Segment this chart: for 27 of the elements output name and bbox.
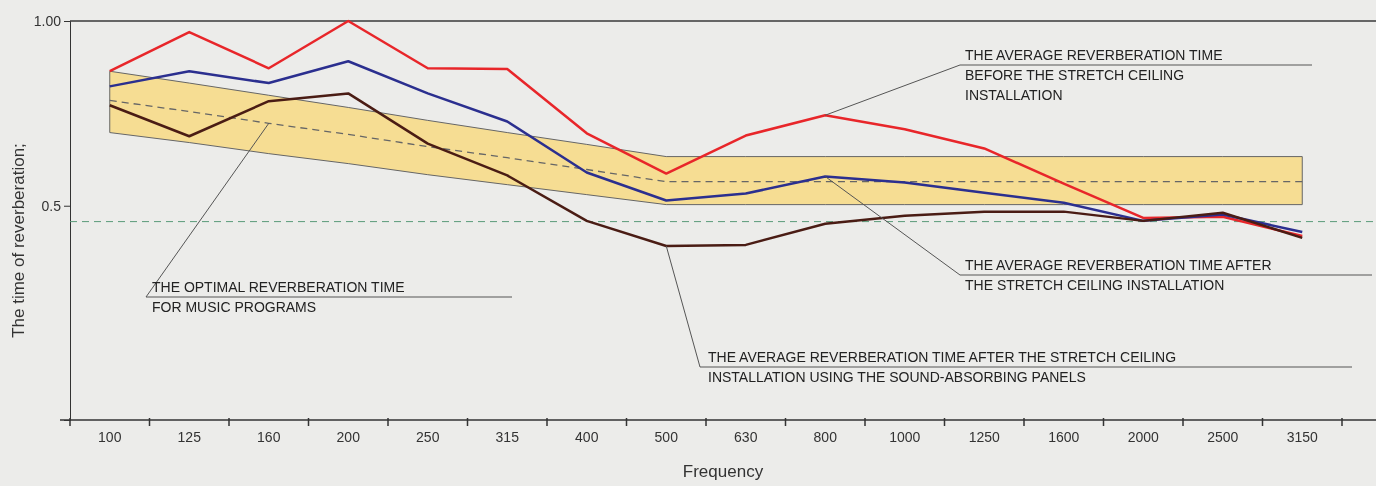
line-series [108,92,1304,248]
x-tick-label: 1000 [889,428,921,445]
x-tick-label: 125 [177,428,202,445]
annotation: THE AVERAGE REVERBERATION TIME AFTER THE STRETCH CEILING INSTALLATION USING THE SOUND-ABSORBING PANELS [708,349,1177,385]
x-tick-label: 500 [654,428,679,445]
x-tick-label: 400 [575,428,599,445]
y-axis-title: The time of reverberation; [9,143,28,338]
line-series [108,60,1304,234]
annotation: THE AVERAGE REVERBERATION TIME BEFORE THE STRETCH CEILING INSTALLATION [965,47,1223,103]
x-tick-label: 3150 [1286,428,1319,445]
x-tick-label: 250 [416,428,440,445]
x-tick-label: 630 [734,428,758,445]
x-tick-label: 315 [495,428,520,445]
annotation: THE AVERAGE REVERBERATION TIME AFTER THE STRETCH CEILING INSTALLATION [965,257,1272,293]
x-tick-label: 800 [813,428,838,445]
line-series [108,19,1304,238]
x-tick-label: 1250 [968,428,1001,445]
x-axis-title: Frequency [682,462,764,481]
x-tick-label: 1600 [1048,428,1080,445]
x-tick-label: 2000 [1127,428,1160,445]
x-tick-label: 160 [257,428,281,445]
y-tick-label: 0.5 [41,197,62,214]
annotation: THE OPTIMAL REVERBERATION TIME FOR MUSIC PROGRAMS [152,279,405,315]
x-tick-label: 2500 [1207,428,1239,445]
x-tick-label: 100 [98,428,122,445]
x-tick-label: 200 [336,428,361,445]
y-tick-label: 1.00 [33,12,62,29]
